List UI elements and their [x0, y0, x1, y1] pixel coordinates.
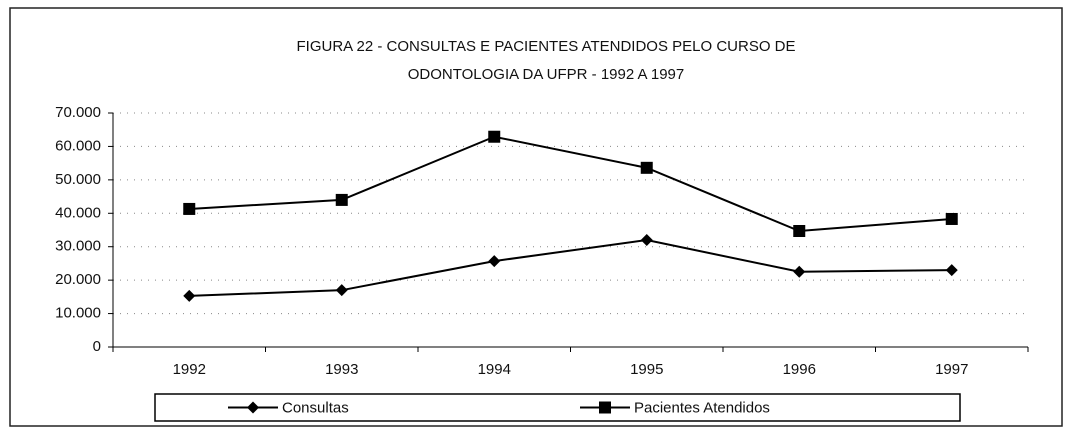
x-tick-label: 1997 — [935, 361, 968, 378]
data-point — [488, 255, 501, 268]
chart-frame — [9, 7, 1063, 427]
x-tick-label: 1992 — [173, 361, 206, 378]
series-line — [189, 239, 952, 297]
data-point — [183, 202, 196, 215]
data-point — [335, 193, 348, 206]
data-point — [945, 264, 958, 277]
legend-box — [154, 393, 961, 422]
y-tick-label: 0 — [93, 338, 101, 355]
data-point — [793, 265, 806, 278]
chart-title: FIGURA 22 - CONSULTAS E PACIENTES ATENDI… — [297, 38, 796, 55]
data-point — [640, 234, 653, 247]
legend-marker — [247, 401, 259, 414]
y-tick-label: 20.000 — [55, 271, 101, 288]
y-tick-label: 40.000 — [55, 204, 101, 221]
series-line — [189, 135, 952, 233]
y-tick-label: 30.000 — [55, 238, 101, 255]
x-tick-label: 1994 — [478, 361, 511, 378]
y-tick-label: 60.000 — [55, 137, 101, 154]
data-point — [183, 289, 196, 302]
y-tick-label: 10.000 — [55, 305, 101, 322]
y-tick-label: 50.000 — [55, 171, 101, 188]
data-point — [488, 130, 501, 143]
x-tick-label: 1996 — [783, 361, 816, 378]
y-tick-label: 70.000 — [55, 104, 101, 121]
x-tick-label: 1993 — [325, 361, 358, 378]
data-point — [640, 161, 653, 174]
data-point — [335, 284, 348, 297]
legend-label: Pacientes Atendidos — [634, 399, 770, 416]
data-point — [945, 212, 958, 225]
data-point — [793, 225, 806, 238]
legend-label: Consultas — [282, 399, 349, 416]
x-tick-label: 1995 — [630, 361, 663, 378]
legend-marker — [599, 401, 611, 414]
chart-subtitle: ODONTOLOGIA DA UFPR - 1992 A 1997 — [408, 66, 685, 83]
